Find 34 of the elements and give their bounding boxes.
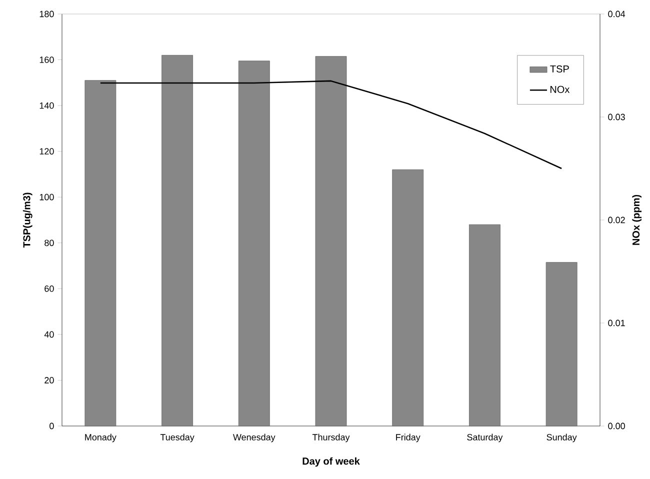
x-tick-label: Sunday	[546, 434, 577, 442]
y-tick-label: 100	[40, 194, 54, 200]
x-tick-label: Saturday	[467, 434, 503, 442]
bar	[162, 54, 193, 426]
x-tick-label: Monady	[85, 434, 116, 442]
x-axis-title: Day of week	[302, 457, 360, 467]
y-tick-label: 120	[40, 148, 54, 155]
bar	[392, 169, 424, 426]
y2-tick-label: 0.00	[608, 422, 625, 430]
y-tick-label: 0	[50, 422, 54, 430]
y2-tick-label: 0.02	[608, 216, 625, 224]
y-tick-label: 80	[44, 240, 54, 246]
y-tick-label: 140	[40, 102, 54, 109]
bar	[238, 60, 270, 426]
legend-label: NOx	[550, 86, 570, 93]
bar	[315, 56, 347, 426]
x-tick-label: Tuesday	[160, 434, 194, 442]
y-tick-label: 60	[44, 285, 54, 292]
y2-axis-title: NOx (ppm)	[632, 194, 642, 245]
bar	[84, 80, 116, 426]
x-tick-label: Wenesday	[233, 434, 276, 442]
y2-tick-label: 0.04	[608, 10, 626, 18]
y-tick-label: 20	[44, 377, 54, 384]
y-tick-label: 180	[40, 10, 54, 18]
x-tick-label: Thursday	[312, 434, 350, 442]
y-axis-title: TSP(ug/m3)	[22, 192, 32, 248]
y-tick-label: 160	[40, 56, 54, 63]
y2-tick-label: 0.01	[608, 320, 625, 326]
y2-tick-label: 0.03	[608, 114, 625, 120]
legend-label: TSP	[550, 65, 569, 72]
y-tick-label: 40	[44, 331, 54, 338]
x-tick-label: Friday	[396, 434, 420, 442]
bar	[546, 262, 578, 426]
bar	[469, 224, 500, 426]
